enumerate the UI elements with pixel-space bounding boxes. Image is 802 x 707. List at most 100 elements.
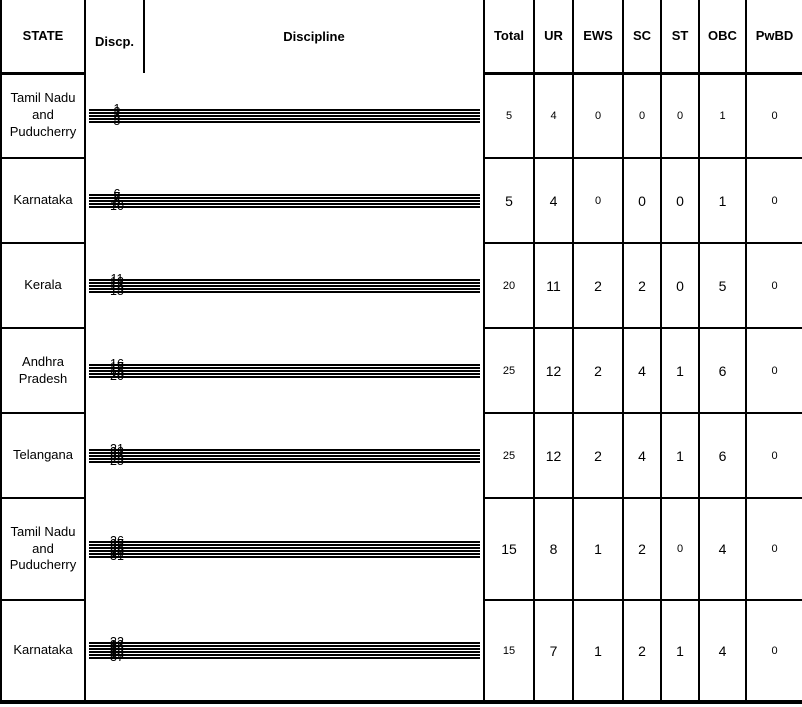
value-cell-obc: 4 xyxy=(698,599,747,704)
value-cell-total: 20 xyxy=(483,242,535,329)
discipline-row: 29Technician Apprentice – Civil xyxy=(89,544,480,557)
value-cell-sc: 2 xyxy=(622,242,662,329)
col-header-discipline: Discipline xyxy=(143,0,485,73)
discipline-row: 18Trade Apprentice Electronic Mechanic xyxy=(89,364,480,377)
discipline-row: 28Technician Apprentice - Instrumentatio… xyxy=(89,541,480,554)
value-cell-ews: 0 xyxy=(572,72,624,159)
value-cell-ur: 12 xyxy=(533,412,574,499)
discipline-stack: 21Trade Apprentice Fitter22Trade Apprent… xyxy=(89,443,480,468)
value-cell-ews: 2 xyxy=(572,242,624,329)
value-cell-ews: 1 xyxy=(572,599,624,704)
value-cell-obc: 6 xyxy=(698,412,747,499)
discipline-row: 6Trade Apprentice Fitter xyxy=(89,188,480,201)
value-cell-total: 5 xyxy=(483,157,535,244)
discipline-row: 3Trade Apprentice Electronic Mechanic xyxy=(89,109,480,122)
value-cell-ur: 12 xyxy=(533,327,574,414)
value-cell-pwbd: 0 xyxy=(745,412,802,499)
value-cell-pwbd: 0 xyxy=(745,72,802,159)
discipline-row: 15Trade Apprentice- Machinist xyxy=(89,285,480,298)
value-cell-st: 0 xyxy=(660,242,700,329)
discipline-row: 1Trade Apprentice Fitter xyxy=(89,103,480,116)
value-cell-total: 25 xyxy=(483,412,535,499)
disciplines-cell: 32Technician Apprentice - Mechanical33Te… xyxy=(84,600,485,704)
value-cell-st: 0 xyxy=(660,157,700,244)
disciplines-cell: 21Trade Apprentice Fitter22Trade Apprent… xyxy=(84,413,485,498)
discipline-row: 20Trade Apprentice- Machinist xyxy=(89,370,480,383)
col-header-total: Total xyxy=(483,0,535,75)
value-cell-pwbd: 0 xyxy=(745,242,802,329)
discipline-row: 2Trade Apprentice Electrician xyxy=(89,106,480,119)
value-cell-obc: 1 xyxy=(698,72,747,159)
discipline-row: 17Trade Apprentice Electrician xyxy=(89,361,480,374)
state-group-row: Andhra Pradesh16Trade Apprentice Fitter1… xyxy=(0,327,802,414)
value-cell-obc: 4 xyxy=(698,497,747,601)
discipline-row: 9Trade Apprentice-Instrument Mechanic xyxy=(89,197,480,210)
discipline-row: 13Trade Apprentice Electronic Mechanic xyxy=(89,279,480,292)
table-body: Tamil Nadu and Puducherry1Trade Apprenti… xyxy=(0,72,802,704)
value-cell-st: 0 xyxy=(660,72,700,159)
state-cell: Karnataka xyxy=(0,599,86,704)
disciplines-cell: 1Trade Apprentice Fitter2Trade Apprentic… xyxy=(84,73,485,158)
col-header-discp: Discp. xyxy=(84,0,145,73)
discipline-row: 22Trade Apprentice Electrician xyxy=(89,446,480,459)
value-cell-obc: 1 xyxy=(698,157,747,244)
value-cell-ews: 0 xyxy=(572,157,624,244)
discipline-row: 25Trade Apprentice- Machinist xyxy=(89,455,480,468)
disciplines-cell: 26Technician Apprentice - Mechanical27Te… xyxy=(84,498,485,600)
col-header-ews: EWS xyxy=(572,0,624,75)
discipline-stack: 16Trade Apprentice Fitter17Trade Apprent… xyxy=(89,358,480,383)
value-cell-sc: 4 xyxy=(622,327,662,414)
state-cell: Tamil Nadu and Puducherry xyxy=(0,497,86,601)
value-cell-sc: 0 xyxy=(622,72,662,159)
discipline-row: 10Trade Apprentice- Machinist xyxy=(89,200,480,213)
discipline-row: 4Trade Apprentice-Instrument Mechanic xyxy=(89,112,480,125)
value-cell-ews: 2 xyxy=(572,412,624,499)
discipline-row: 5Trade Apprentice-Machinist xyxy=(89,115,480,128)
value-cell-st: 1 xyxy=(660,599,700,704)
discipline-row: 14Trade Apprentice-Instrument Mechanic xyxy=(89,282,480,295)
disciplines-cell: 16Trade Apprentice Fitter17Trade Apprent… xyxy=(84,328,485,413)
discipline-row: 34Technician Apprentice - Instrumentatio… xyxy=(89,642,480,655)
value-cell-sc: 0 xyxy=(622,157,662,244)
value-cell-total: 25 xyxy=(483,327,535,414)
discipline-row: 33Technician Apprentice - Electrical xyxy=(89,639,480,652)
discipline-stack: 26Technician Apprentice - Mechanical27Te… xyxy=(89,535,480,563)
value-cell-ur: 8 xyxy=(533,497,574,601)
value-cell-st: 0 xyxy=(660,497,700,601)
value-cell-total: 5 xyxy=(483,72,535,159)
col-header-pwbd: PwBD xyxy=(745,0,802,75)
value-cell-ur: 4 xyxy=(533,72,574,159)
discipline-stack: 1Trade Apprentice Fitter2Trade Apprentic… xyxy=(89,103,480,128)
state-group-row: Tamil Nadu and Puducherry1Trade Apprenti… xyxy=(0,72,802,159)
discipline-row: 12Trade Apprentice Electrician xyxy=(89,276,480,289)
discipline-row: 16Trade Apprentice Fitter xyxy=(89,358,480,371)
state-group-row: Karnataka6Trade Apprentice Fitter7Trade … xyxy=(0,157,802,244)
discipline-row: 37Technician Apprentice – Electronics xyxy=(89,651,480,664)
state-group-row: Tamil Nadu and Puducherry26Technician Ap… xyxy=(0,497,802,601)
discipline-row: 26Technician Apprentice - Mechanical xyxy=(89,535,480,548)
discipline-row: 27Technician Apprentice - Electrical xyxy=(89,538,480,551)
disciplines-cell: 11Trade Apprentice Fitter12Trade Apprent… xyxy=(84,243,485,328)
value-cell-total: 15 xyxy=(483,599,535,704)
discipline-stack: 32Technician Apprentice - Mechanical33Te… xyxy=(89,636,480,664)
value-cell-sc: 2 xyxy=(622,497,662,601)
header-row: STATE Discp. Discipline Total UR EWS SC … xyxy=(0,0,802,75)
col-header-state: STATE xyxy=(0,0,86,75)
value-cell-obc: 6 xyxy=(698,327,747,414)
state-cell: Andhra Pradesh xyxy=(0,327,86,414)
value-cell-pwbd: 0 xyxy=(745,599,802,704)
disciplines-cell: 6Trade Apprentice Fitter7Trade Apprentic… xyxy=(84,158,485,243)
value-cell-ur: 11 xyxy=(533,242,574,329)
state-cell: Tamil Nadu and Puducherry xyxy=(0,72,86,159)
value-cell-total: 15 xyxy=(483,497,535,601)
discipline-row: 19Trade Apprentice-Instrument Mechanic xyxy=(89,367,480,380)
discipline-row: 32Technician Apprentice - Mechanical xyxy=(89,636,480,649)
discipline-row: 7Trade Apprentice Electrician xyxy=(89,191,480,204)
value-cell-ews: 1 xyxy=(572,497,624,601)
state-cell: Telangana xyxy=(0,412,86,499)
discipline-stack: 11Trade Apprentice Fitter12Trade Apprent… xyxy=(89,273,480,298)
value-cell-pwbd: 0 xyxy=(745,327,802,414)
discipline-row: 21Trade Apprentice Fitter xyxy=(89,443,480,456)
discipline-row: 31Technician Apprentice – Electronics xyxy=(89,550,480,563)
